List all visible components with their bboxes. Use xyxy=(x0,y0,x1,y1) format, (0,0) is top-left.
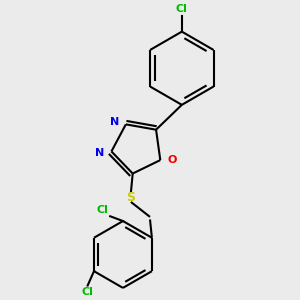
Text: Cl: Cl xyxy=(97,205,109,215)
Text: N: N xyxy=(95,148,104,158)
Text: Cl: Cl xyxy=(176,4,188,14)
Text: S: S xyxy=(126,191,135,204)
Text: O: O xyxy=(167,155,177,165)
Text: Cl: Cl xyxy=(82,287,94,297)
Text: N: N xyxy=(110,117,119,127)
